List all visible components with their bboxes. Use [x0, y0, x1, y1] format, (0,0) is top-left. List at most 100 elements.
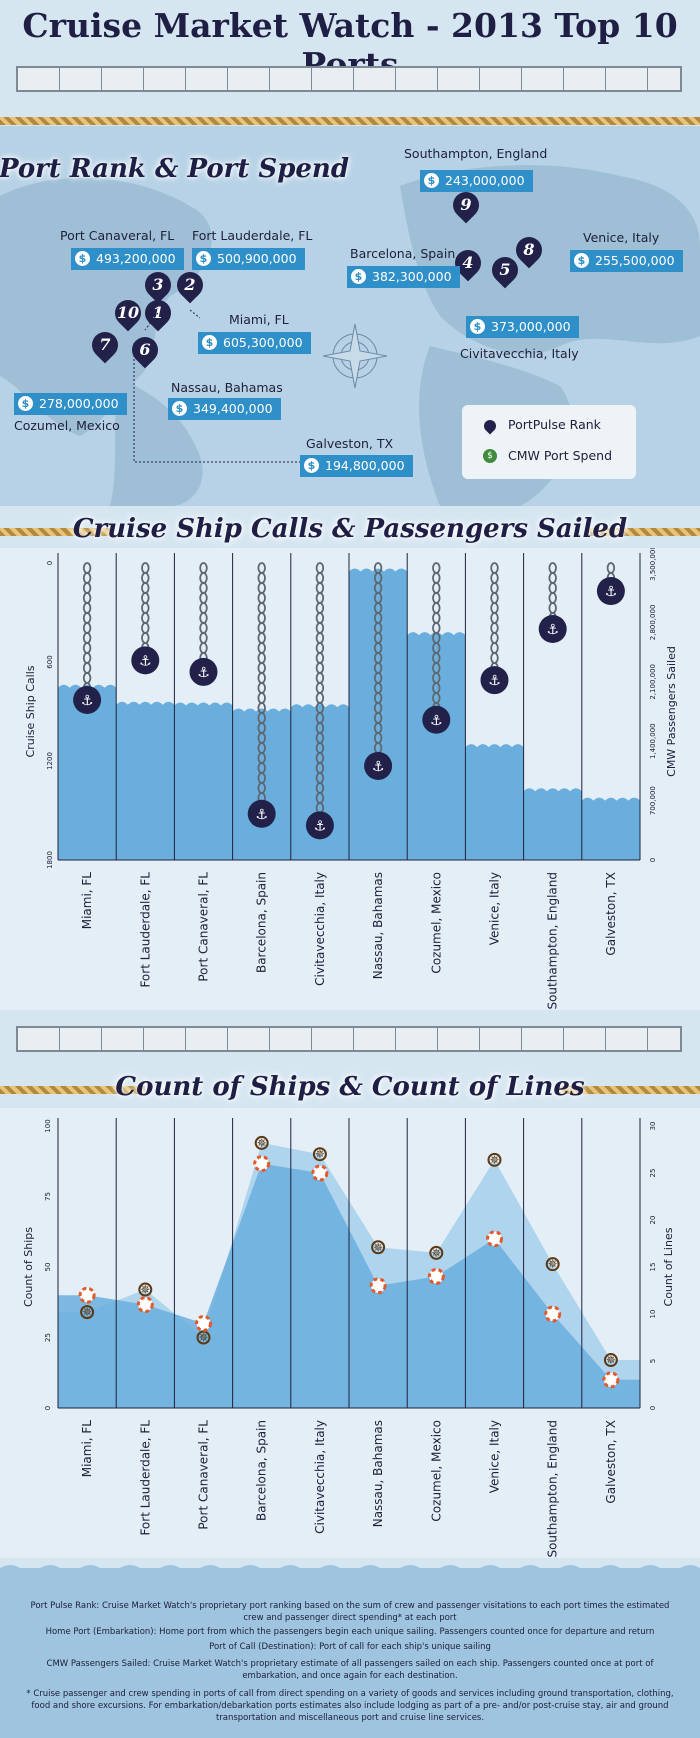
anchor-badge [131, 646, 160, 675]
passengers-bar [116, 701, 175, 860]
anchor-glyph: ⚓ [488, 673, 501, 689]
left-tick-label: 25 [44, 1333, 52, 1342]
dollar-icon: $ [172, 401, 187, 416]
passengers-bar [523, 788, 582, 860]
rope-divider [590, 528, 700, 536]
spend-value: 255,500,000 [595, 253, 675, 268]
wheel-rim [429, 1245, 444, 1260]
anchor-glyph: ⚓ [430, 713, 443, 729]
anchor-glyph: ⚓ [197, 665, 210, 681]
anchor-badge [247, 799, 276, 828]
section1-title: Port Rank & Port Spend [0, 154, 350, 184]
ship-wheel-marker: ✵ [429, 1245, 444, 1260]
category-label: Port Canaveral, FL [197, 1420, 211, 1530]
left-tick-label: 50 [44, 1263, 52, 1272]
port-name: Barcelona, Spain [350, 246, 456, 261]
left-tick-label: 600 [46, 655, 54, 668]
ship-wheel-marker: ✵ [603, 1353, 618, 1368]
passengers-bar [407, 632, 466, 860]
right-axis-label: CMW Passengers Sailed [665, 646, 678, 777]
port-spend-box: $349,400,000 [168, 398, 281, 420]
category-label: Galveston, TX [604, 872, 618, 956]
spend-value: 278,000,000 [39, 396, 119, 411]
ship-wheel-marker: ✵ [196, 1330, 211, 1345]
port-name: Southampton, England [404, 146, 548, 161]
wheel-glyph: ✵ [315, 1147, 325, 1161]
map-connector-lines [133, 309, 300, 463]
ship-wheel-marker: ✵ [371, 1240, 386, 1254]
port-name: Port Canaveral, FL [60, 228, 175, 243]
anchor-glyph: ⚓ [372, 759, 385, 775]
rope-divider [555, 1086, 700, 1094]
anchor-icon: ⚓ [247, 799, 276, 828]
anchor-badge [364, 751, 393, 780]
spend-value: 243,000,000 [445, 173, 525, 188]
category-label: Cozumel, Mexico [429, 1420, 443, 1522]
passengers-bar [349, 568, 408, 860]
footer-note-passengers: CMW Passengers Sailed: Cruise Market Wat… [46, 1659, 654, 1681]
anchor-glyph: ⚓ [546, 622, 559, 638]
wheel-rim [138, 1282, 153, 1297]
wheel-glyph: ✵ [257, 1136, 267, 1150]
ship-wheel-marker: ✵ [254, 1135, 269, 1150]
anchor-icon: ⚓ [189, 657, 218, 686]
port-name: Galveston, TX [306, 436, 394, 451]
wheel-glyph: ✵ [606, 1353, 616, 1367]
left-axis-label: Cruise Ship Calls [24, 665, 37, 757]
footer-wave [0, 1565, 700, 1574]
legend-rank-label: PortPulse Rank [508, 417, 601, 432]
life-ring-marker [78, 1286, 96, 1304]
footer-note-spending: * Cruise passenger and crew spending in … [26, 1689, 674, 1723]
category-label: Venice, Italy [488, 1420, 502, 1493]
right-tick-label: 1,400,000 [649, 723, 657, 759]
anchor-icon: ⚓ [480, 666, 509, 695]
wheel-rim [603, 1353, 618, 1368]
footer-note-home: Home Port (Embarkation): Home port from … [45, 1627, 655, 1637]
passengers-bar [174, 702, 233, 860]
life-ring-marker [427, 1267, 445, 1285]
category-label: Barcelona, Spain [255, 1420, 269, 1521]
port-name: Venice, Italy [583, 230, 660, 245]
rope-divider [0, 117, 700, 125]
port-spend-box: $500,900,000 [192, 248, 305, 270]
dollar-icon: $ [351, 269, 366, 284]
wheel-rim [312, 1147, 327, 1162]
category-label: Southampton, England [546, 1420, 560, 1558]
dollar-icon: $ [470, 319, 485, 334]
anchor-icon: ⚓ [422, 705, 451, 734]
left-axis-label: Count of Ships [22, 1227, 35, 1307]
category-label: Southampton, England [546, 872, 560, 1010]
section2-title: Cruise Ship Calls & Passengers Sailed [72, 514, 628, 544]
anchor-icon: ⚓ [305, 811, 334, 840]
wheel-glyph: ✵ [489, 1153, 499, 1167]
right-tick-label: 10 [649, 1310, 657, 1319]
passengers-bar [58, 684, 117, 860]
ship-wheel-marker: ✵ [487, 1153, 502, 1167]
port-spend-box: $194,800,000 [300, 455, 413, 477]
category-label: Venice, Italy [488, 872, 502, 945]
ship-wheel-marker: ✵ [80, 1305, 95, 1320]
spend-value: 194,800,000 [325, 458, 405, 473]
spend-value: 605,300,000 [223, 335, 303, 350]
wheel-glyph: ✵ [431, 1246, 441, 1260]
anchor-badge [305, 811, 334, 840]
port-spend-box: $373,000,000 [466, 316, 579, 338]
top-stripe [16, 66, 682, 92]
right-tick-label: 3,500,000 [649, 548, 657, 581]
rope-divider [0, 1086, 145, 1094]
legend-spend-label: CMW Port Spend [508, 448, 613, 463]
category-label: Cozumel, Mexico [429, 872, 443, 974]
right-tick-label: 25 [649, 1169, 657, 1178]
map-legend: PortPulse Rank $ CMW Port Spend [462, 405, 636, 479]
section3-title: Count of Ships & Count of Lines [115, 1072, 585, 1102]
wheel-glyph: ✵ [140, 1283, 150, 1297]
left-tick-label: 0 [46, 561, 54, 565]
category-label: Fort Lauderdale, FL [138, 872, 152, 988]
anchor-badge [73, 685, 102, 714]
passengers-bar [465, 744, 524, 860]
category-label: Nassau, Bahamas [371, 872, 385, 979]
port-name: Fort Lauderdale, FL [192, 228, 313, 243]
anchor-badge [480, 666, 509, 695]
port-spend-box: $255,500,000 [570, 250, 683, 272]
left-tick-label: 75 [44, 1192, 52, 1201]
